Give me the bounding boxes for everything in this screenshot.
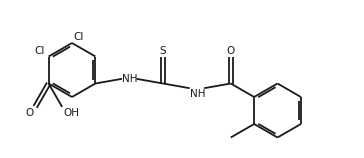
Text: Cl: Cl — [35, 46, 45, 55]
Text: O: O — [227, 46, 235, 55]
Text: NH: NH — [122, 74, 138, 84]
Text: NH: NH — [190, 89, 206, 99]
Text: OH: OH — [63, 108, 79, 118]
Text: S: S — [160, 46, 166, 55]
Text: Cl: Cl — [73, 32, 83, 42]
Text: O: O — [26, 108, 34, 118]
